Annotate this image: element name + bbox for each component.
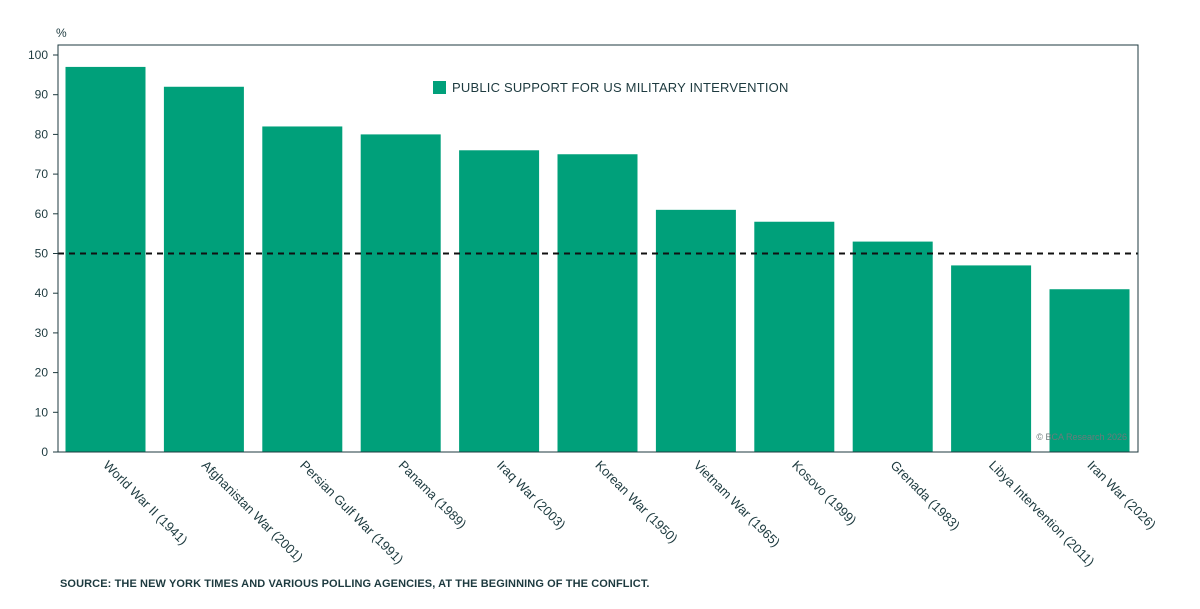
- bar: [852, 241, 933, 452]
- y-tick-label: 40: [35, 286, 49, 300]
- x-tick-label: Kosovo (1999): [789, 458, 859, 528]
- y-tick-label: 100: [28, 48, 48, 62]
- y-tick-label: 50: [35, 247, 49, 261]
- x-tick-label: World War II (1941): [100, 458, 190, 548]
- y-axis: 0 10 20 30 40 50 60 70 80 90 100: [28, 48, 58, 459]
- bar: [1049, 289, 1130, 452]
- y-tick-label: 0: [41, 445, 48, 459]
- bar: [655, 209, 736, 452]
- plot-frame: [57, 44, 1139, 453]
- watermark: © BCA Research 2026: [1036, 432, 1127, 442]
- x-tick-label: Vietnam War (1965): [691, 458, 783, 550]
- legend: PUBLIC SUPPORT FOR US MILITARY INTERVENT…: [433, 80, 789, 95]
- x-tick-label: Libya Intervention (2011): [986, 458, 1098, 570]
- y-tick-label: 10: [35, 405, 49, 419]
- y-tick-label: 30: [35, 326, 49, 340]
- x-tick-label: Korean War (1950): [592, 458, 680, 546]
- bars-group: [65, 66, 1130, 453]
- y-tick-label: 70: [35, 167, 49, 181]
- legend-swatch: [433, 81, 446, 94]
- bar: [951, 265, 1032, 452]
- bar: [65, 66, 146, 452]
- bar: [163, 86, 244, 452]
- bar: [360, 134, 441, 452]
- bar: [557, 154, 638, 452]
- x-tick-label: Iraq War (2003): [494, 458, 569, 533]
- x-tick-label: Panama (1989): [396, 458, 470, 532]
- bar: [459, 150, 540, 452]
- x-tick-label: Grenada (1983): [888, 458, 964, 534]
- y-tick-label: 90: [35, 88, 49, 102]
- y-tick-label: 60: [35, 207, 49, 221]
- bar: [262, 126, 343, 453]
- x-axis-labels: World War II (1941) Afghanistan War (2001…: [100, 458, 1159, 570]
- x-tick-label: Afghanistan War (2001): [199, 458, 306, 565]
- source-note: SOURCE: THE NEW YORK TIMES AND VARIOUS P…: [60, 578, 650, 590]
- y-unit-label: %: [56, 26, 67, 40]
- legend-label: PUBLIC SUPPORT FOR US MILITARY INTERVENT…: [452, 80, 789, 95]
- y-tick-label: 80: [35, 127, 49, 141]
- bar: [754, 221, 835, 452]
- x-tick-label: Persian Gulf War (1991): [297, 458, 406, 567]
- y-tick-label: 20: [35, 366, 49, 380]
- x-tick-label: Iran War (2026): [1084, 458, 1159, 533]
